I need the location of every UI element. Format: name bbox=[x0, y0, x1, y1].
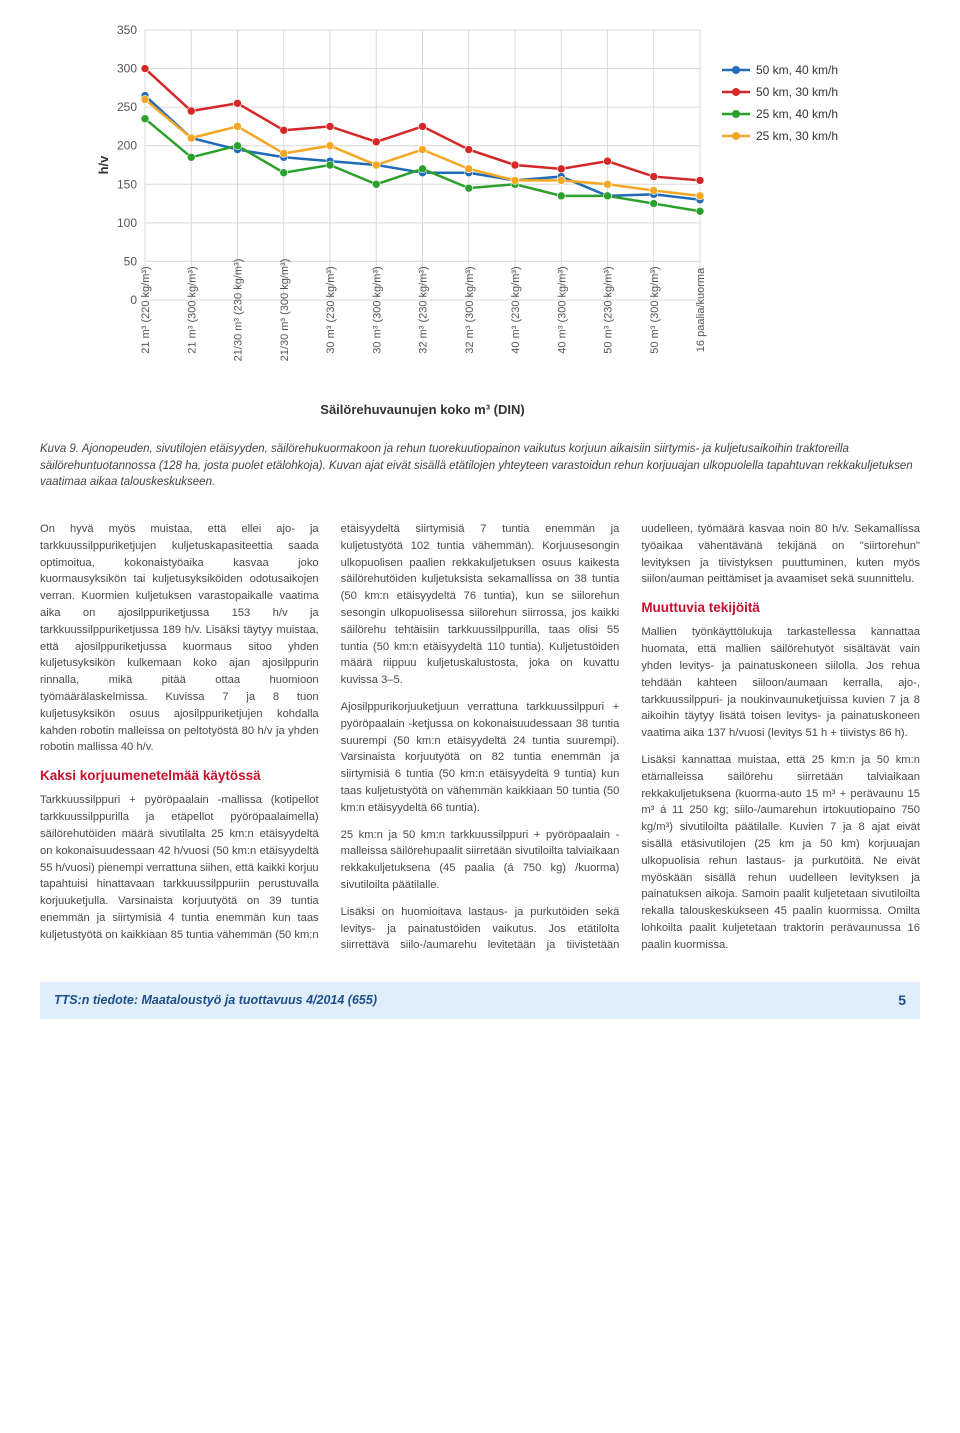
svg-text:350: 350 bbox=[117, 23, 137, 37]
para-3: Ajosilppurikorjuuketjuun verrattuna tark… bbox=[341, 699, 620, 817]
svg-text:200: 200 bbox=[117, 139, 137, 153]
footer-bar: TTS:n tiedote: Maataloustyö ja tuottavuu… bbox=[40, 982, 920, 1019]
svg-text:100: 100 bbox=[117, 216, 137, 230]
svg-text:40 m³ (230 kg/m³): 40 m³ (230 kg/m³) bbox=[510, 266, 522, 353]
svg-text:50: 50 bbox=[124, 254, 138, 268]
svg-text:250: 250 bbox=[117, 100, 137, 114]
svg-text:25 km, 30 km/h: 25 km, 30 km/h bbox=[756, 129, 838, 143]
svg-text:21 m³ (220 kg/m³): 21 m³ (220 kg/m³) bbox=[140, 266, 152, 353]
footer-text: TTS:n tiedote: Maataloustyö ja tuottavuu… bbox=[54, 991, 377, 1010]
caption-lead: Kuva 9. bbox=[40, 443, 79, 455]
svg-text:h/v: h/v bbox=[96, 155, 111, 175]
svg-text:50 km, 40 km/h: 50 km, 40 km/h bbox=[756, 63, 838, 77]
svg-text:150: 150 bbox=[117, 177, 137, 191]
svg-text:30 m³ (300 kg/m³): 30 m³ (300 kg/m³) bbox=[371, 266, 383, 353]
svg-text:32 m³ (230 kg/m³): 32 m³ (230 kg/m³) bbox=[418, 266, 430, 353]
svg-text:300: 300 bbox=[117, 62, 137, 76]
page-number: 5 bbox=[898, 990, 906, 1011]
svg-text:40 m³ (300 kg/m³): 40 m³ (300 kg/m³) bbox=[556, 266, 568, 353]
para-6: Mallien työnkäyttölukuja tarkastellessa … bbox=[641, 624, 920, 742]
line-chart: 0 50 100 150 200 250 300 350 21 m³ (220 kg/m³) 21… bbox=[90, 20, 870, 420]
heading-1: Kaksi korjuumenetelmää käytössä bbox=[40, 766, 319, 786]
svg-text:32 m³ (300 kg/m³): 32 m³ (300 kg/m³) bbox=[464, 266, 476, 353]
svg-text:21 m³ (300 kg/m³): 21 m³ (300 kg/m³) bbox=[186, 266, 198, 353]
para-1: On hyvä myös muistaa, että ellei ajo- ja… bbox=[40, 521, 319, 756]
svg-text:21/30 m³ (300 kg/m³): 21/30 m³ (300 kg/m³) bbox=[279, 259, 291, 362]
heading-2: Muuttuvia tekijöitä bbox=[641, 598, 920, 618]
chart-container: 0 50 100 150 200 250 300 350 21 m³ (220 kg/m³) 21… bbox=[90, 20, 870, 425]
body-columns: On hyvä myös muistaa, että ellei ajo- ja… bbox=[40, 521, 920, 954]
svg-text:50 m³ (230 kg/m³): 50 m³ (230 kg/m³) bbox=[603, 266, 615, 353]
svg-text:25 km, 40 km/h: 25 km, 40 km/h bbox=[756, 107, 838, 121]
svg-text:Säilörehuvaunujen koko m³ (DIN: Säilörehuvaunujen koko m³ (DIN) bbox=[320, 402, 524, 417]
svg-text:16 paalia/kuorma: 16 paalia/kuorma bbox=[695, 267, 707, 352]
svg-text:21/30 m³ (230 kg/m³): 21/30 m³ (230 kg/m³) bbox=[233, 259, 245, 362]
figure-caption: Kuva 9. Ajonopeuden, sivutilojen etäisyy… bbox=[40, 441, 920, 491]
para-4: 25 km:n ja 50 km:n tarkkuussilppuri + py… bbox=[341, 827, 620, 894]
svg-text:50 m³ (300 kg/m³): 50 m³ (300 kg/m³) bbox=[649, 266, 661, 353]
svg-text:0: 0 bbox=[130, 293, 137, 307]
svg-text:30 m³ (230 kg/m³): 30 m³ (230 kg/m³) bbox=[325, 266, 337, 353]
caption-text: Ajonopeuden, sivutilojen etäisyyden, säi… bbox=[40, 443, 913, 488]
svg-text:50 km, 30 km/h: 50 km, 30 km/h bbox=[756, 85, 838, 99]
para-7: Lisäksi kannattaa muistaa, että 25 km:n … bbox=[641, 752, 920, 954]
